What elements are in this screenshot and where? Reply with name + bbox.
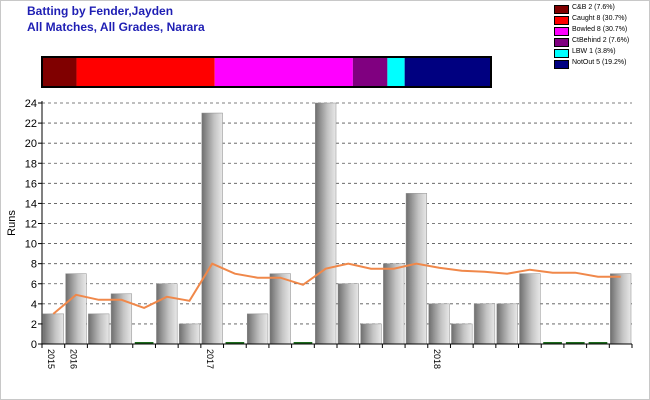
run-bar bbox=[88, 313, 110, 345]
y-axis-label: Runs bbox=[6, 210, 18, 236]
legend-label: Caught 8 (30.7%) bbox=[572, 15, 627, 22]
run-bar bbox=[110, 293, 133, 345]
y-tick-label: 22 bbox=[25, 118, 37, 130]
y-tick-label: 6 bbox=[31, 279, 37, 291]
dismissal-segment bbox=[214, 57, 353, 87]
dismissal-segment bbox=[352, 57, 388, 87]
duck-marker bbox=[225, 342, 245, 344]
y-tick-label: 2 bbox=[31, 319, 37, 331]
duck-marker bbox=[293, 342, 313, 344]
legend-swatch bbox=[554, 27, 569, 36]
legend-label: C&B 2 (7.6%) bbox=[572, 4, 615, 11]
run-bar bbox=[473, 303, 496, 345]
y-tick-label: 16 bbox=[25, 178, 37, 190]
y-tick-label: 4 bbox=[31, 299, 37, 311]
y-tick-label: 8 bbox=[31, 259, 37, 271]
run-bar bbox=[405, 193, 428, 345]
duck-marker bbox=[565, 342, 585, 344]
chart-subtitle: All Matches, All Grades, Narara bbox=[27, 20, 205, 34]
y-tick-label: 14 bbox=[25, 198, 37, 210]
chart-title: Batting by Fender,Jayden bbox=[27, 4, 174, 18]
duck-marker bbox=[134, 342, 154, 344]
run-bar bbox=[496, 303, 518, 345]
dismissal-segment bbox=[404, 57, 491, 87]
legend-label: Bowled 8 (30.7%) bbox=[572, 26, 628, 33]
x-tick-label: 2017 bbox=[205, 349, 215, 369]
y-tick-label: 0 bbox=[31, 339, 37, 351]
run-bar bbox=[610, 273, 632, 345]
dismissal-segment bbox=[42, 57, 77, 87]
dismissal-strip-border bbox=[41, 56, 492, 88]
run-bar bbox=[246, 313, 269, 345]
run-bar bbox=[315, 102, 337, 345]
legend-swatch bbox=[554, 5, 569, 14]
y-tick-label: 12 bbox=[25, 219, 37, 231]
run-bar bbox=[360, 323, 382, 345]
x-tick-label: 2015 bbox=[46, 349, 56, 369]
duck-marker bbox=[588, 342, 608, 344]
run-bar bbox=[269, 273, 291, 345]
run-bar bbox=[178, 323, 201, 345]
run-bar bbox=[201, 112, 223, 345]
y-tick-label: 10 bbox=[25, 239, 37, 251]
run-bar bbox=[337, 283, 359, 345]
legend-swatch bbox=[554, 60, 569, 69]
run-bar bbox=[156, 283, 178, 345]
dismissal-segment bbox=[76, 57, 215, 87]
run-bar bbox=[519, 273, 541, 345]
run-bar bbox=[451, 323, 473, 345]
run-bar bbox=[428, 303, 450, 345]
legend-swatch bbox=[554, 49, 569, 58]
average-line bbox=[52, 262, 621, 315]
legend-swatch bbox=[554, 38, 569, 47]
y-tick-label: 18 bbox=[25, 158, 37, 170]
legend-label: LBW 1 (3.8%) bbox=[572, 48, 616, 55]
run-bar bbox=[42, 313, 64, 345]
duck-marker bbox=[543, 342, 562, 344]
run-bar bbox=[383, 263, 405, 345]
x-tick-label: 2016 bbox=[69, 349, 79, 369]
y-tick-label: 24 bbox=[25, 98, 37, 110]
legend-swatch bbox=[554, 16, 569, 25]
dismissal-segment bbox=[387, 57, 405, 87]
run-bar bbox=[65, 273, 87, 345]
legend-label: CtBehind 2 (7.6%) bbox=[572, 37, 630, 44]
legend-label: NotOut 5 (19.2%) bbox=[572, 59, 627, 66]
x-tick-label: 2018 bbox=[432, 349, 442, 369]
y-tick-label: 20 bbox=[25, 138, 37, 150]
